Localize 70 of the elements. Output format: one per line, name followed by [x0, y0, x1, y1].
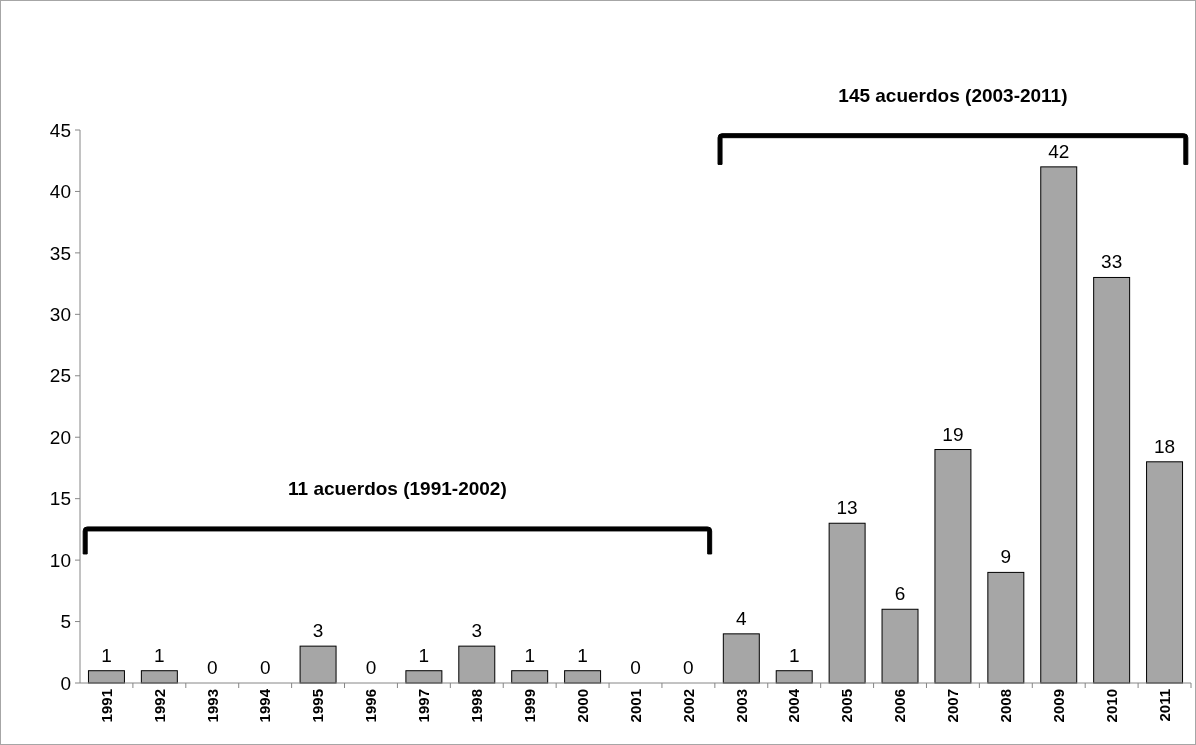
text: 145 acuerdos (2003-2011): [838, 84, 1068, 106]
bar: [1040, 166, 1078, 684]
data-label: 0: [259, 657, 271, 678]
y-tick-label: 20: [49, 426, 71, 448]
x-tick-label: 1991: [97, 689, 115, 723]
x-tick-label: 2006: [891, 689, 909, 723]
y-tick-label: 5: [60, 611, 71, 633]
x-tick-label: 2008: [997, 689, 1015, 723]
x-tick-label: 2007: [944, 689, 962, 723]
data-label: 1: [418, 644, 430, 666]
data-label: 33: [1101, 251, 1123, 273]
bar: [564, 670, 602, 684]
y-tick-label: 30: [49, 303, 71, 325]
data-label: 0: [365, 657, 377, 678]
y-tick-label: 15: [49, 488, 71, 510]
x-tick-label: 2002: [679, 689, 697, 723]
bar: [87, 670, 125, 684]
x-tick-label: 2009: [1049, 689, 1067, 723]
bar: [1093, 276, 1131, 684]
y-tick-label: 35: [49, 242, 71, 264]
data-label: 1: [577, 644, 588, 666]
bar: [881, 608, 919, 684]
data-label: 19: [942, 423, 964, 445]
bar: [458, 645, 496, 684]
data-label: 1: [101, 644, 112, 666]
x-tick-label: 1998: [468, 689, 486, 723]
x-tick-label: 2011: [1155, 689, 1173, 722]
y-tick-label: 25: [49, 365, 71, 387]
data-label: 3: [312, 620, 324, 642]
y-tick-label: 10: [49, 549, 71, 571]
x-tick-label: 2005: [838, 689, 856, 723]
x-tick-label: 2000: [573, 689, 591, 723]
x-tick-label: 2010: [1102, 689, 1120, 723]
data-label: 3: [471, 620, 483, 642]
data-label: 0: [206, 657, 218, 678]
data-label: 6: [894, 583, 906, 605]
bar: [511, 670, 549, 684]
bar: [140, 670, 178, 684]
x-tick-label: 1995: [309, 689, 327, 723]
bar: [934, 449, 972, 684]
data-label: 13: [836, 497, 858, 519]
data-label: 4: [736, 607, 748, 629]
data-label: 18: [1153, 435, 1176, 457]
data-label: 0: [683, 657, 694, 678]
x-tick-label: 2001: [626, 689, 644, 723]
data-label: 42: [1048, 140, 1070, 162]
x-tick-label: 1999: [520, 689, 538, 723]
x-tick-label: 1994: [256, 688, 274, 723]
data-label: 1: [524, 644, 535, 666]
data-label: 1: [154, 644, 165, 666]
annotation: 11 acuerdos (1991-2002): [288, 477, 507, 499]
x-tick-label: 1997: [415, 689, 433, 723]
y-tick-label: 0: [60, 672, 71, 694]
bar: [722, 633, 760, 684]
bar: [1146, 461, 1184, 684]
bar: [299, 645, 337, 684]
data-label: 0: [630, 657, 641, 678]
data-label: 9: [1000, 546, 1012, 568]
x-tick-label: 2003: [732, 689, 750, 723]
data-label: 1: [788, 644, 800, 666]
y-tick-label: 40: [49, 181, 71, 203]
x-tick-label: 1993: [203, 689, 221, 723]
bar: [828, 522, 866, 684]
bar: [987, 571, 1025, 684]
bar: [775, 670, 813, 684]
x-tick-label: 1992: [150, 689, 168, 723]
y-tick-label: 45: [49, 119, 71, 141]
x-tick-label: 1996: [362, 689, 380, 723]
x-tick-label: 2004: [785, 688, 803, 723]
bar: [405, 670, 443, 684]
